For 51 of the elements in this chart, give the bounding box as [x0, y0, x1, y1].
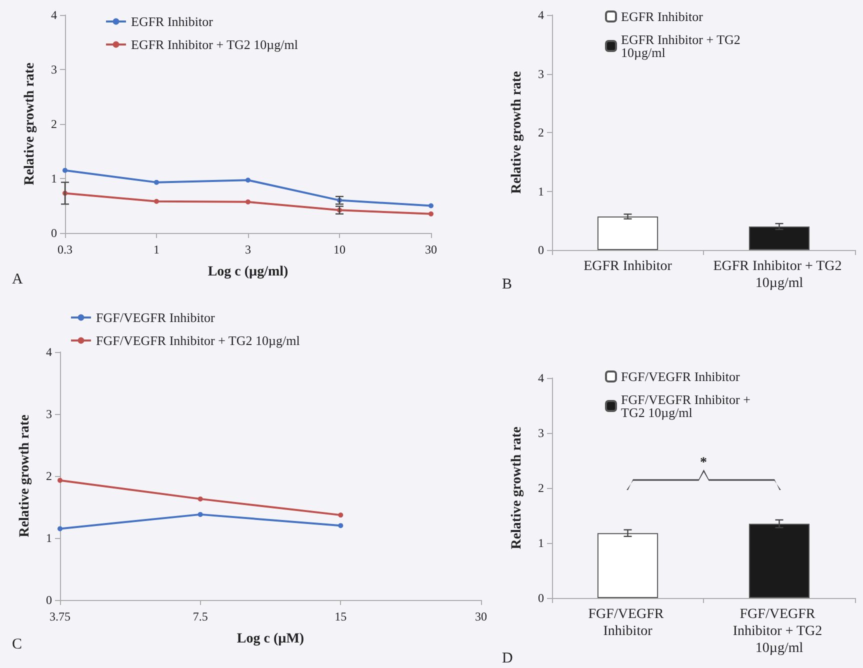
- y-tick-label: 2: [538, 126, 544, 140]
- y-tick-label: 4: [538, 371, 544, 385]
- y-tick-label: 3: [46, 407, 52, 421]
- x-tick-label: FGF/VEGFR Inhibitor: [588, 607, 668, 639]
- y-tick-label: 2: [538, 481, 544, 495]
- y-axis-title: Relative growth rate: [510, 426, 524, 550]
- y-tick-label: 2: [46, 469, 52, 483]
- x-tick-label: 3.75: [50, 610, 70, 624]
- y-tick-label: 1: [51, 172, 57, 186]
- legend-label: FGF/VEGFR Inhibitor + TG2 10µg/ml: [621, 392, 754, 420]
- x-tick-label: 30: [425, 242, 437, 256]
- y-tick-label: 3: [51, 62, 57, 76]
- x-tick-label: 10: [334, 242, 346, 256]
- x-tick-label: 0.3: [58, 242, 72, 256]
- legend-label: EGFR Inhibitor + TG2 10µg/ml: [621, 32, 744, 60]
- legend-label: EGFR Inhibitor: [131, 14, 214, 29]
- y-tick-label: 4: [538, 8, 544, 22]
- y-tick-label: 0: [538, 243, 544, 257]
- y-tick-label: 2: [51, 117, 57, 131]
- y-axis-title: Relative growth rate: [22, 62, 38, 186]
- x-tick-label: 1: [154, 242, 160, 256]
- x-tick-label: FGF/VEGFR Inhibitor + TG2 10µg/ml: [732, 607, 826, 656]
- y-tick-label: 4: [46, 345, 52, 359]
- x-tick-label: 3: [245, 242, 251, 256]
- x-tick-label: EGFR Inhibitor + TG2 10µg/ml: [713, 259, 846, 291]
- legend-label: EGFR Inhibitor: [621, 9, 704, 24]
- y-tick-label: 3: [538, 66, 544, 81]
- y-tick-label: 1: [538, 536, 544, 550]
- legend-label: FGF/VEGFR Inhibitor + TG2 10µg/ml: [96, 333, 300, 348]
- x-tick-label: 7.5: [192, 610, 208, 624]
- y-tick-label: 4: [51, 8, 57, 22]
- y-tick-label: 3: [538, 426, 544, 440]
- text: A: [12, 272, 23, 288]
- y-tick-label: 0: [51, 226, 57, 240]
- text: D: [502, 650, 513, 666]
- y-tick-label: 1: [46, 531, 52, 545]
- x-tick-label: 30: [475, 610, 487, 624]
- x-tick-label: 15: [334, 610, 347, 624]
- legend-label: FGF/VEGFR Inhibitor: [621, 369, 740, 384]
- y-tick-label: 0: [538, 591, 544, 605]
- legend-label: FGF/VEGFR Inhibitor: [96, 310, 216, 325]
- y-tick-label: 0: [46, 593, 52, 607]
- text: B: [502, 276, 512, 292]
- y-axis-title: Relative growth rate: [510, 71, 524, 194]
- text: C: [12, 636, 22, 652]
- y-axis-title: Relative growth rate: [18, 414, 32, 538]
- x-axis-title: Log c (µg/ml): [208, 264, 289, 280]
- x-axis-title: Log c (µM): [236, 632, 304, 646]
- annotation: *: [700, 455, 707, 470]
- y-tick-label: 1: [538, 184, 544, 198]
- legend-label: EGFR Inhibitor + TG2 10µg/ml: [131, 37, 298, 52]
